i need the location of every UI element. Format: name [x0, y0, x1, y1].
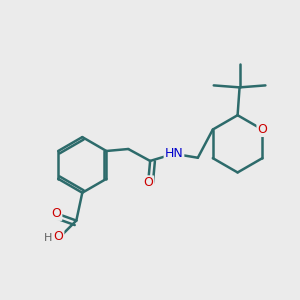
Text: O: O: [257, 123, 267, 136]
Text: HN: HN: [165, 147, 183, 160]
Text: O: O: [143, 176, 153, 189]
Text: O: O: [52, 207, 61, 220]
Text: H: H: [44, 233, 52, 244]
Text: O: O: [53, 230, 63, 243]
